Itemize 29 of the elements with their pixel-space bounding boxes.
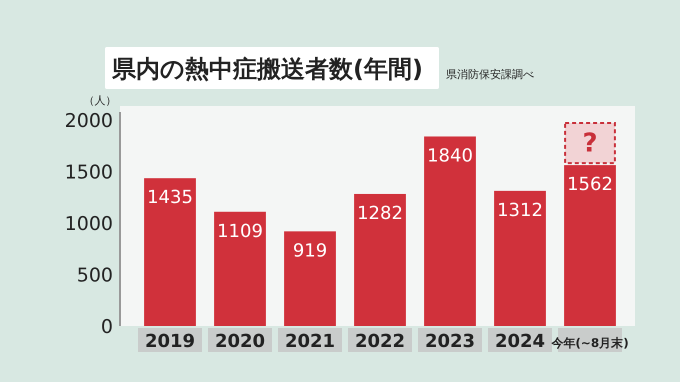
annotation: ? xyxy=(582,128,598,159)
x-tick-label: 2021 xyxy=(284,331,336,352)
bar xyxy=(284,231,336,326)
y-tick-label: 2000 xyxy=(64,110,113,132)
x-tick-label: 2019 xyxy=(144,331,196,352)
y-axis-title: （人） xyxy=(84,94,116,107)
y-tick-label: 1500 xyxy=(64,162,113,184)
text: 県消防保安課調べ xyxy=(446,68,534,81)
bar xyxy=(354,194,406,326)
x-tick-label: 2020 xyxy=(214,331,266,352)
y-tick-label: 500 xyxy=(76,264,113,286)
y-tick-label: 0 xyxy=(100,316,113,338)
data-label: 1840 xyxy=(427,145,473,166)
bar xyxy=(494,190,546,326)
x-tick-label: 今年(~8月末) xyxy=(550,336,629,350)
x-tick-label: 2023 xyxy=(424,331,476,352)
x-tick-label: 2022 xyxy=(354,331,406,352)
data-label: 1312 xyxy=(497,200,543,221)
bar xyxy=(144,178,196,326)
data-label: 1282 xyxy=(357,202,403,224)
x-tick-label: 2024 xyxy=(494,331,546,352)
data-label: 1562 xyxy=(567,174,613,196)
data-label: 1109 xyxy=(217,220,263,242)
data-label: 1435 xyxy=(147,187,193,208)
bar xyxy=(214,212,266,326)
data-label: 919 xyxy=(292,240,328,262)
y-tick-label: 1000 xyxy=(64,213,113,235)
bar xyxy=(424,136,476,326)
chart-title: 県内の熱中症搬送者数(年間) xyxy=(111,55,423,83)
